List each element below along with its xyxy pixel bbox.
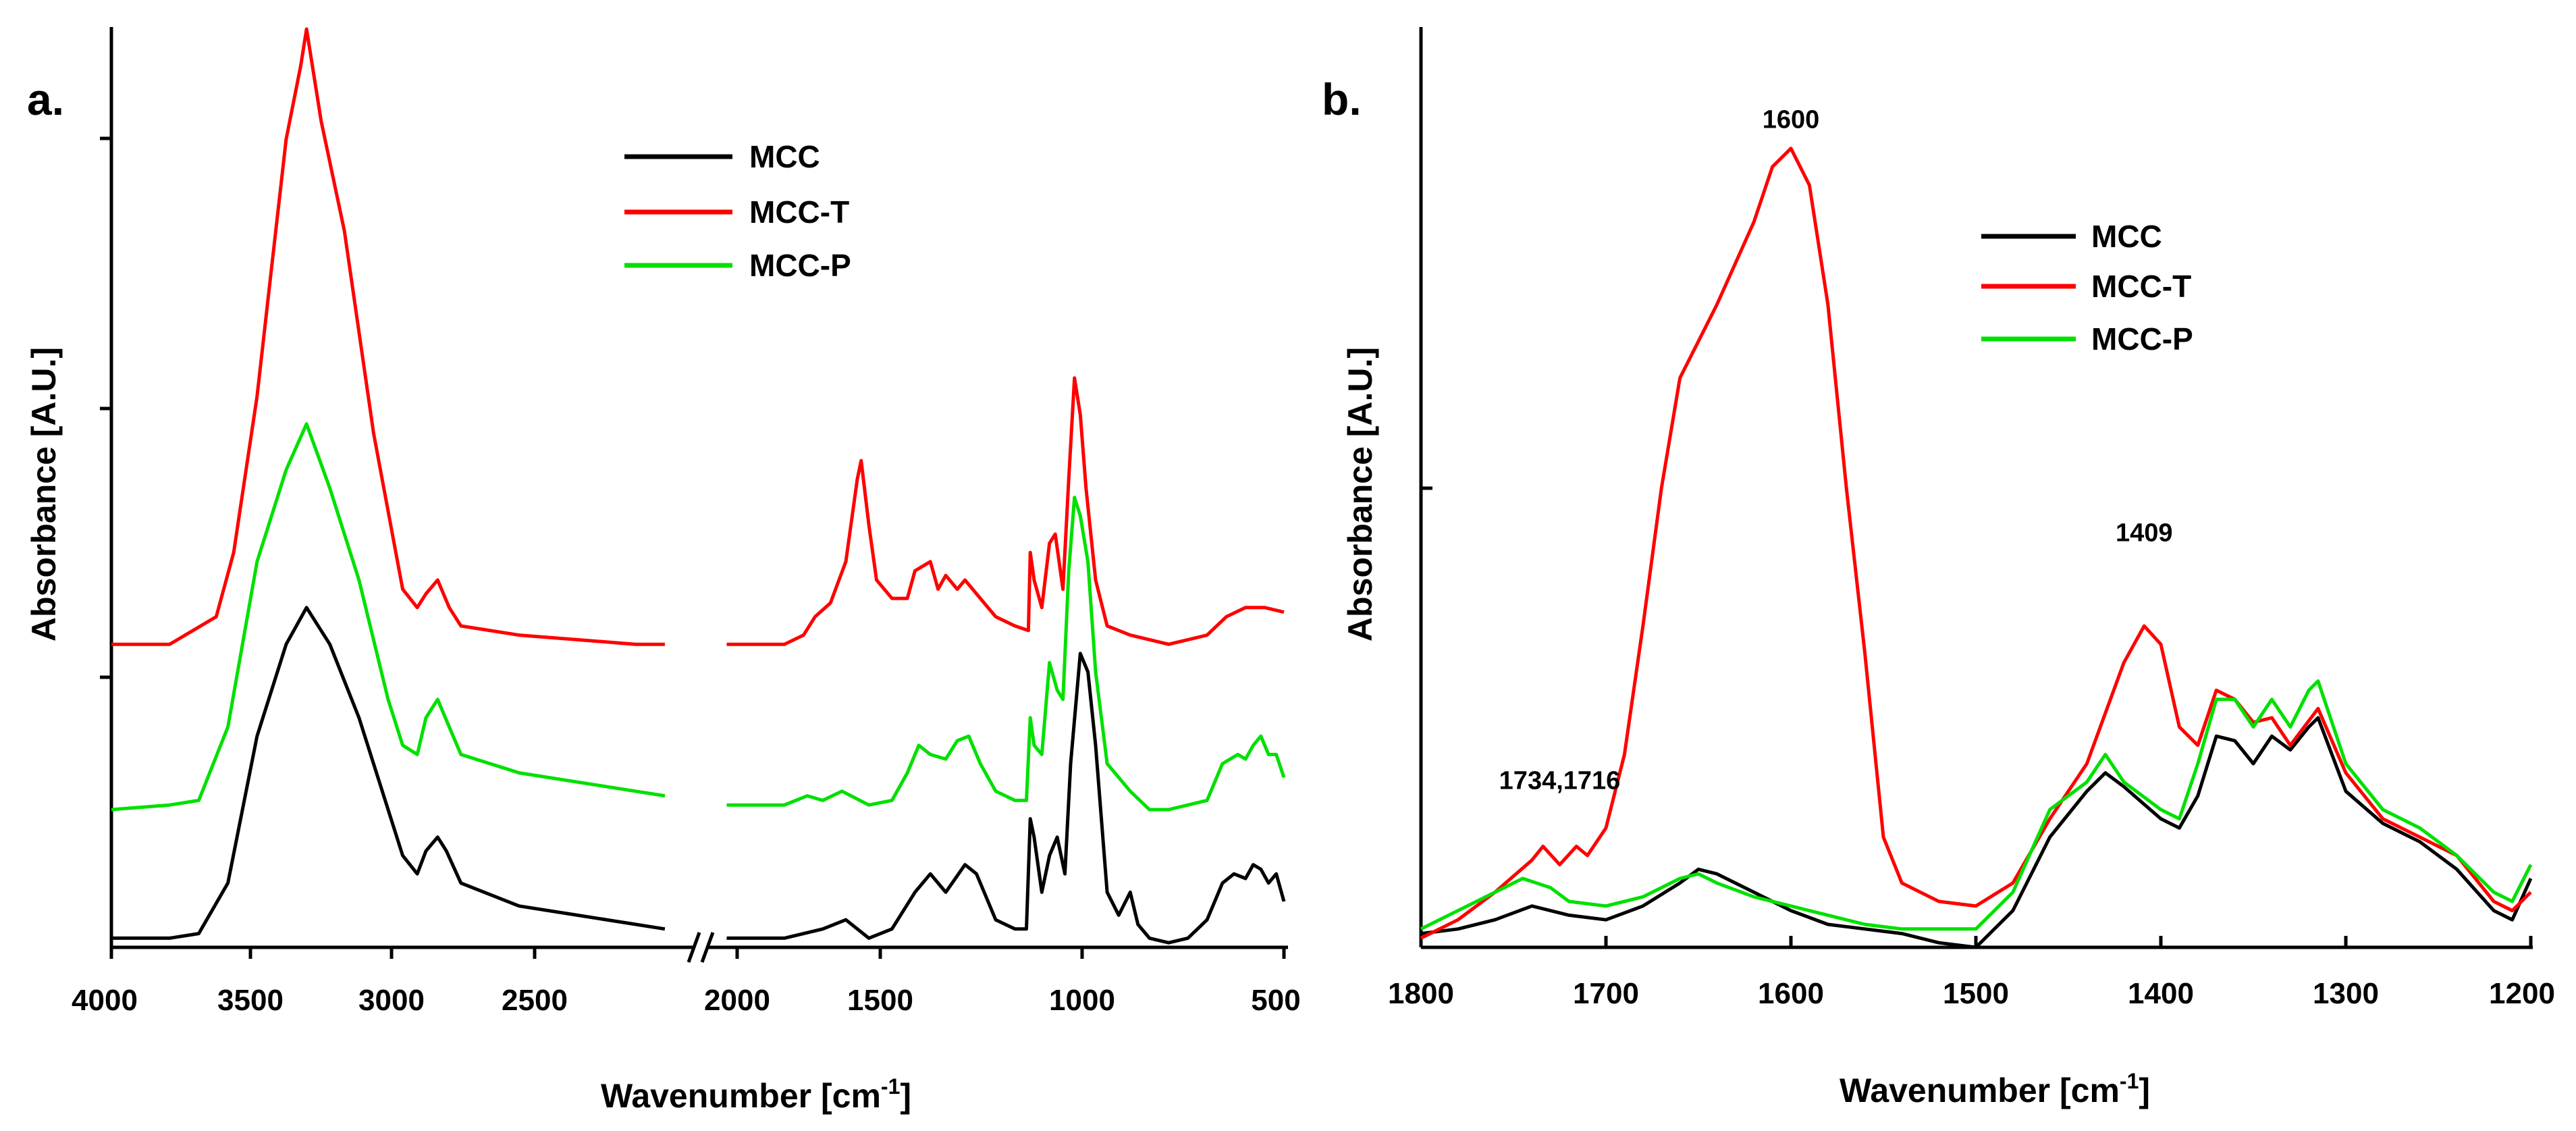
panel-b-label: b. (1322, 74, 1362, 124)
panel-b-x-tick-label: 1200 (2489, 977, 2555, 1010)
panel-b-series-mcc-t (1420, 147, 2532, 940)
panel-b-peak-annotation-1734-1716: 1734,1716 (1499, 767, 1621, 795)
panel-b-legend: MCC MCC-T MCC-P (1981, 219, 2193, 357)
panel-b-series-mcc (1420, 716, 2533, 949)
panel-b-x-tick-label: 1800 (1388, 977, 1454, 1010)
panel-b-x-tick-label: 1700 (1573, 977, 1639, 1010)
panel-a-x-tick-label: 1000 (1049, 984, 1115, 1017)
panel-a-x-tick-label: 2000 (704, 984, 770, 1017)
panel-b-x-tick-label: 1400 (2128, 977, 2194, 1010)
panel-b-peak-annotation-1600: 1600 (1763, 105, 1820, 134)
panel-b-x-axis-title: Wavenumber [cm-1] (1840, 1069, 2150, 1109)
panel-a: a. 4000 3500 3000 2500 2000 1500 1000 50… (25, 27, 1301, 1115)
panel-a-series-mcc (111, 606, 1286, 945)
panel-a-label: a. (27, 74, 64, 124)
panel-a-legend-label-mcc-p: MCC-P (749, 248, 851, 283)
panel-a-x-tick-label: 4000 (72, 984, 138, 1017)
panel-a-x-tick-label: 3000 (358, 984, 425, 1017)
panel-a-x-tick-label: 2500 (502, 984, 568, 1017)
panel-b-y-axis-title: Absorbance [A.U.] (1341, 347, 1379, 641)
panel-a-x-axis-title: Wavenumber [cm-1] (601, 1074, 911, 1115)
panel-a-y-axis-title: Absorbance [A.U.] (25, 347, 63, 641)
panel-a-x-tick-label: 1500 (847, 984, 913, 1017)
panel-a-axis-break-mark (687, 932, 701, 963)
panel-b-series-mcc-p (1420, 679, 2533, 931)
panel-b-legend-label-mcc: MCC (2091, 219, 2162, 254)
panel-b-x-tick-label: 1600 (1758, 977, 1824, 1010)
panel-a-series-mcc-p (111, 422, 1286, 812)
panel-b-peak-annotation-1409: 1409 (2116, 519, 2173, 547)
panel-a-legend: MCC MCC-T MCC-P (624, 139, 851, 283)
panel-a-legend-label-mcc: MCC (749, 139, 820, 174)
panel-a-legend-label-mcc-t: MCC-T (749, 194, 849, 230)
panel-b-legend-label-mcc-p: MCC-P (2091, 321, 2193, 357)
panel-b-legend-label-mcc-t: MCC-T (2091, 269, 2191, 304)
panel-a-axis-break-mark (700, 932, 715, 963)
panel-a-x-tick-label: 500 (1251, 984, 1300, 1017)
panel-a-x-tick-label: 3500 (217, 984, 284, 1017)
panel-a-series-mcc-t (111, 27, 1285, 646)
panel-b-x-tick-label: 1300 (2313, 977, 2379, 1010)
panel-b: b. 1800 1700 1600 1500 1400 1300 1200 Wa… (1322, 27, 2555, 1109)
panel-b-x-tick-label: 1500 (1943, 977, 2009, 1010)
